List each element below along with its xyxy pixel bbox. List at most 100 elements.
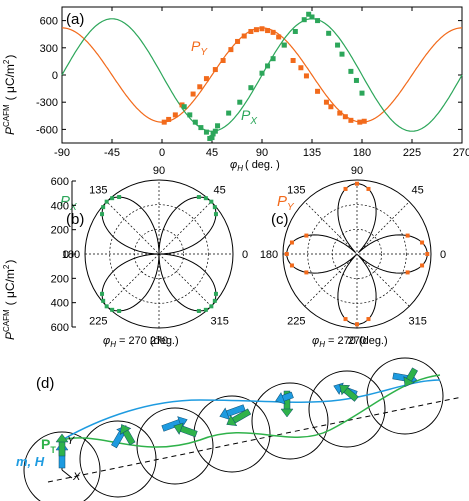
py-polar-point: [289, 263, 294, 268]
px-data-point: [339, 51, 345, 57]
radial-tick-label: 0: [63, 249, 69, 261]
pt-label: PT: [41, 436, 56, 455]
py-data-point: [315, 88, 321, 94]
polar-angle-label: 180: [260, 249, 278, 261]
mh-label: m, H: [16, 454, 45, 469]
x-tick-label: 270: [453, 147, 469, 159]
py-data-point: [241, 33, 247, 39]
dashed-axis-line: [47, 396, 463, 483]
panel-d-label: (d): [36, 375, 54, 392]
green-arrow-head: [173, 422, 184, 435]
py-data-point: [348, 117, 354, 123]
x-tick-label: 225: [403, 147, 421, 159]
panel-b-polar-grid: 90 45 0 315 270 225 180 135: [62, 165, 248, 347]
py-polar-point: [304, 233, 309, 238]
py-data-point: [357, 119, 363, 125]
px-polar-point: [117, 195, 122, 200]
px-polar-point: [213, 212, 218, 217]
px-data-point: [301, 17, 307, 23]
panel-b-title: PX: [60, 193, 77, 213]
px-data-point: [212, 128, 218, 134]
x-tick-label: 45: [206, 147, 218, 159]
py-data-point: [337, 110, 343, 116]
px-polar-point: [104, 199, 109, 204]
py-polar-point: [425, 252, 430, 256]
py-polar-point: [405, 233, 410, 238]
px-data-point: [335, 42, 341, 48]
blue-arrow-head: [177, 416, 188, 429]
px-data-point: [237, 99, 243, 105]
panel-d-schematic: (d) PT Y X m, H: [16, 357, 463, 501]
schematic-circles: [23, 357, 444, 501]
x-tick-label: 135: [303, 147, 321, 159]
px-data-point: [198, 125, 204, 131]
py-polar-point: [405, 270, 410, 275]
px-data-point: [215, 123, 221, 129]
py-polar-point: [304, 270, 309, 275]
py-data-point: [161, 119, 167, 125]
blue-arrow-head: [275, 392, 286, 405]
py-data-point: [276, 34, 282, 40]
green-trajectory: [61, 374, 441, 448]
py-polar-point: [420, 263, 425, 268]
px-data-point: [187, 112, 193, 118]
green-arrow-head: [119, 424, 132, 435]
px-data-point: [292, 28, 298, 34]
schematic-circle: [79, 420, 157, 498]
panel-c-data-points: [284, 181, 430, 327]
schematic-arrows: [55, 367, 418, 469]
px-data-point: [210, 131, 216, 137]
py-data-point: [190, 91, 196, 97]
px-data-point: [315, 18, 321, 24]
py-polar-point: [355, 181, 359, 186]
green-arrow: [403, 367, 418, 388]
py-data-point: [342, 114, 348, 120]
py-data-point: [166, 116, 172, 122]
blue-arrow-head: [219, 407, 230, 420]
green-arrow: [226, 408, 252, 427]
px-polar-point: [213, 291, 218, 296]
panel-c-footer: φH = 270 (deg.): [312, 335, 388, 349]
blue-arrow: [161, 416, 188, 432]
panel-a-xlabel: φH( deg. ): [230, 159, 280, 173]
radial-tick-label: 600: [51, 322, 69, 334]
px-data-point: [306, 11, 312, 17]
x-tick-label: -45: [104, 147, 120, 159]
green-arrow-head: [339, 384, 351, 396]
panel-a-ylabel: PCAFM( μC/m2): [2, 55, 17, 135]
py-polar-point: [366, 186, 371, 191]
px-data-point: [281, 42, 287, 48]
px-polar-point: [101, 298, 106, 303]
px-data-point: [192, 119, 198, 125]
panel-b-ylabel: PCAFM( μC/m2): [2, 260, 17, 340]
px-data-point: [203, 129, 209, 135]
py-polar-point: [289, 240, 294, 245]
py-data-point: [253, 27, 259, 33]
px-polar-point: [100, 212, 105, 217]
schematic-circle: [308, 370, 386, 448]
py-data-point: [172, 112, 178, 118]
panel-a-data-points: [161, 11, 367, 141]
x-tick-label: -90: [54, 147, 70, 159]
series-label-px: PX: [241, 107, 257, 127]
panel-a-label: (a): [66, 11, 84, 28]
polar-angle-label: 0: [242, 249, 248, 261]
py-data-point: [265, 28, 271, 34]
py-polar-point: [284, 252, 289, 256]
panel-b-radial-axis: 600 400 200 0 200 400 600: [51, 176, 76, 334]
px-polar-point: [196, 308, 201, 313]
x-axis-label: X: [72, 471, 81, 483]
py-data-point: [228, 47, 234, 53]
radial-tick-label: 400: [51, 200, 69, 212]
panel-b: PX (b) 600 400 200 0 200 400 600 90 45 0 315 270 22…: [2, 165, 248, 349]
py-polar-point: [420, 240, 425, 245]
panel-b-footer: φH = 270 (deg.): [103, 335, 179, 349]
panel-c-label: (c): [271, 211, 289, 228]
px-data-point: [259, 70, 265, 76]
radial-tick-label: 200: [51, 273, 69, 285]
polar-angle-label: 90: [153, 165, 165, 177]
x-tick-label: 90: [256, 147, 268, 159]
px-polar-point: [100, 291, 105, 296]
polar-angle-label: 135: [287, 184, 305, 196]
